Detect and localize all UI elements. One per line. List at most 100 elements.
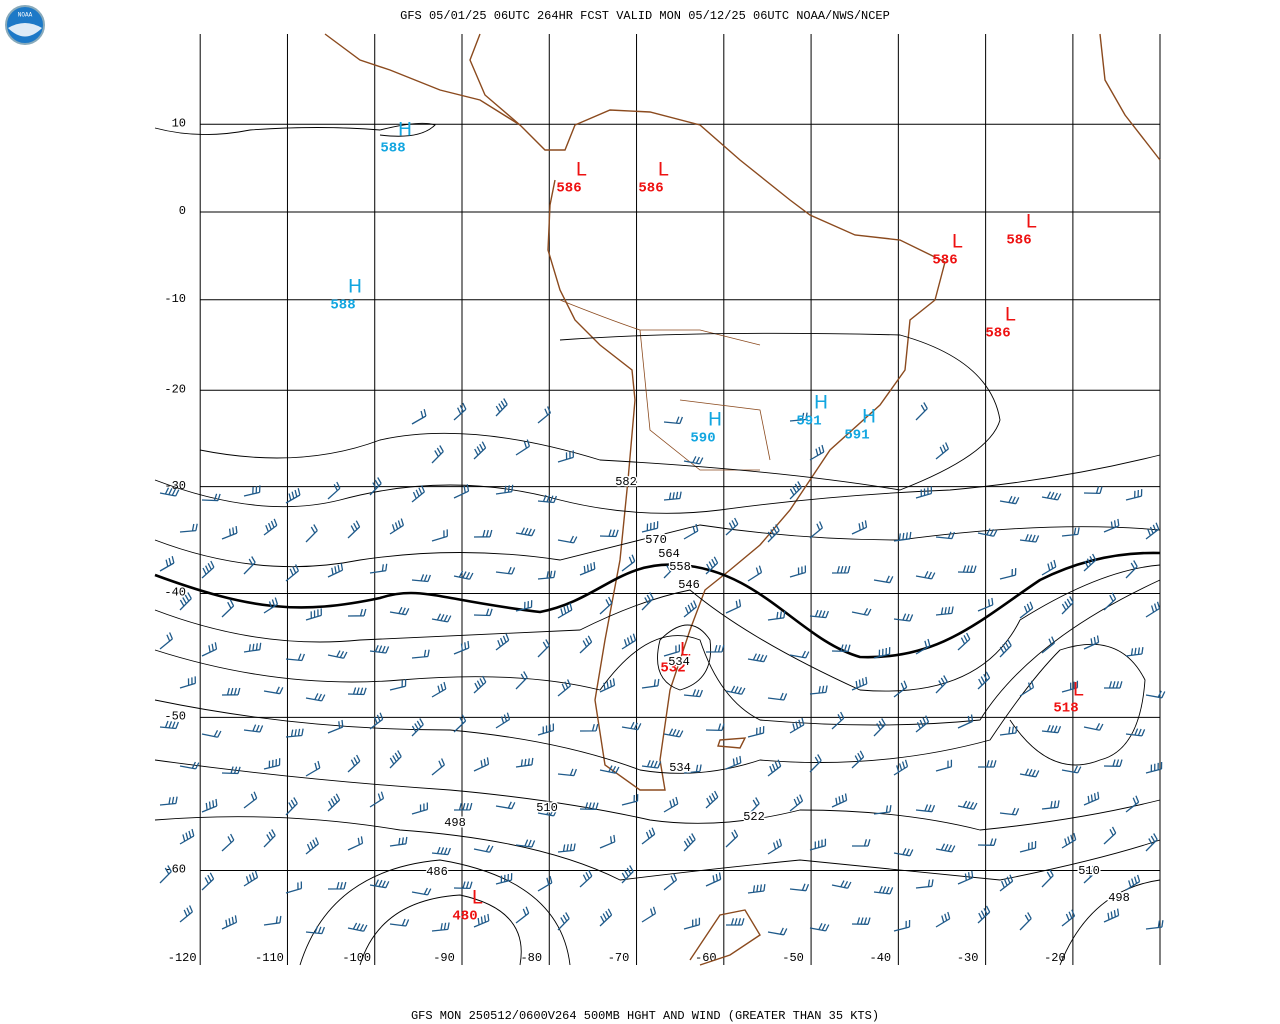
wind-barb bbox=[725, 685, 746, 695]
longitude-label: -90 bbox=[433, 951, 455, 965]
wind-barb bbox=[999, 726, 1018, 736]
center-letter: H bbox=[862, 406, 876, 428]
wind-barb bbox=[999, 495, 1020, 505]
wind-barb bbox=[599, 596, 613, 615]
wind-barb bbox=[411, 485, 425, 503]
contour bbox=[154, 643, 1146, 774]
wind-barb bbox=[957, 565, 977, 574]
wind-barb bbox=[1125, 874, 1141, 891]
wind-barb bbox=[705, 644, 725, 653]
wind-barb bbox=[1041, 491, 1062, 501]
wind-barb bbox=[179, 761, 200, 770]
latitude-label: -50 bbox=[164, 710, 186, 724]
wind-barb bbox=[453, 484, 470, 499]
wind-barb bbox=[935, 606, 954, 616]
wind-barb bbox=[473, 529, 493, 538]
wind-barb bbox=[663, 644, 681, 657]
wind-barb bbox=[641, 592, 654, 611]
wind-barb bbox=[285, 488, 301, 504]
contour bbox=[199, 332, 1001, 491]
wind-barb bbox=[515, 671, 528, 690]
wind-barb bbox=[515, 600, 533, 612]
wind-barb bbox=[915, 486, 933, 499]
wind-barb bbox=[579, 561, 596, 576]
center-letter: L bbox=[472, 887, 483, 909]
wind-barb bbox=[935, 759, 953, 772]
wind-barb bbox=[893, 759, 909, 776]
wind-barb bbox=[537, 406, 551, 424]
wind-barb bbox=[641, 759, 662, 769]
wind-barb bbox=[831, 793, 848, 808]
wind-barb bbox=[537, 639, 550, 658]
contour bbox=[657, 624, 712, 691]
wind-barb bbox=[1145, 761, 1163, 774]
wind-barb bbox=[683, 456, 704, 465]
wind-barb bbox=[557, 912, 570, 931]
wind-barb bbox=[453, 714, 467, 733]
wind-barb bbox=[977, 905, 991, 924]
wind-barb bbox=[221, 833, 235, 852]
wind-barb bbox=[809, 754, 822, 773]
wind-barb bbox=[495, 398, 508, 417]
latitude-label: 10 bbox=[172, 116, 186, 130]
wind-barb bbox=[621, 865, 634, 884]
contour-label: 570 bbox=[645, 533, 667, 547]
wind-barb bbox=[915, 879, 934, 889]
wind-barb bbox=[641, 521, 659, 533]
wind-barb bbox=[935, 442, 949, 460]
wind-barb bbox=[747, 653, 768, 663]
wind-barb bbox=[915, 571, 936, 580]
wind-barb bbox=[1103, 759, 1123, 767]
contour-label: 546 bbox=[678, 578, 700, 592]
wind-barb bbox=[599, 834, 616, 849]
wind-barb bbox=[1019, 768, 1040, 778]
wind-barb bbox=[767, 759, 782, 777]
wind-barb bbox=[495, 801, 516, 810]
wind-barb bbox=[179, 676, 196, 689]
wind-barb bbox=[851, 750, 865, 769]
wind-barb bbox=[285, 564, 299, 582]
wind-barb bbox=[1083, 865, 1097, 884]
wind-barb bbox=[1125, 795, 1140, 813]
center-letter: L bbox=[1073, 679, 1084, 701]
wind-barb bbox=[285, 653, 306, 662]
wind-barb bbox=[663, 416, 684, 425]
wind-barb bbox=[831, 880, 852, 889]
center-value: 590 bbox=[690, 431, 715, 447]
wind-barb bbox=[389, 836, 408, 847]
wind-barb bbox=[705, 723, 725, 732]
contour bbox=[154, 816, 1161, 881]
center-letter: H bbox=[814, 392, 828, 414]
wind-barb bbox=[935, 531, 956, 540]
wind-barb bbox=[473, 845, 494, 853]
wind-barb bbox=[809, 521, 823, 539]
wind-barb bbox=[347, 836, 364, 851]
wind-barb bbox=[1145, 690, 1166, 699]
wind-barb bbox=[663, 796, 679, 813]
wind-barb bbox=[621, 554, 636, 572]
wind-barb bbox=[327, 650, 348, 659]
wind-barb bbox=[579, 869, 593, 888]
wind-barb bbox=[431, 922, 450, 932]
wind-barb bbox=[1061, 680, 1079, 693]
wind-barb bbox=[431, 613, 452, 623]
wind-barb bbox=[852, 839, 871, 847]
wind-barb bbox=[683, 833, 696, 852]
wind-barb bbox=[179, 828, 195, 845]
wind-barb bbox=[873, 805, 892, 815]
wind-barb bbox=[893, 613, 914, 622]
latitude-label: 0 bbox=[179, 204, 186, 218]
wind-barb bbox=[431, 681, 447, 698]
wind-barb bbox=[473, 675, 487, 694]
wind-barb bbox=[243, 485, 261, 497]
wind-barb bbox=[725, 829, 739, 848]
wind-barb bbox=[663, 560, 676, 579]
latitude-label: -40 bbox=[164, 586, 186, 600]
wind-barb bbox=[495, 484, 514, 495]
wind-barb bbox=[1103, 908, 1120, 923]
wind-barb bbox=[389, 679, 407, 691]
wind-barb bbox=[305, 760, 321, 777]
wind-barb bbox=[726, 918, 745, 926]
